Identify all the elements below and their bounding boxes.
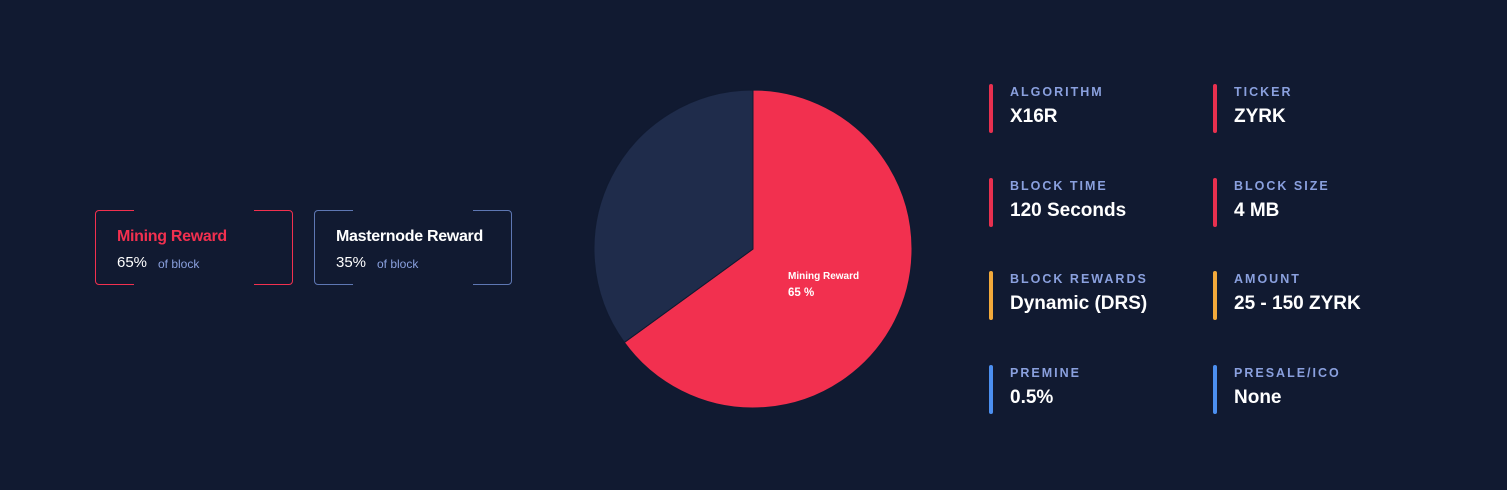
stat-value: None <box>1234 387 1282 408</box>
stat-accent-bar <box>1213 271 1217 320</box>
stat-accent-bar <box>989 271 993 320</box>
slice-label: Mining Reward <box>788 271 859 282</box>
stat-accent-bar <box>1213 178 1217 227</box>
card-border-gap <box>134 283 254 287</box>
stat-label: BLOCK TIME <box>1010 179 1108 193</box>
stat-algorithm: ALGORITHM X16R <box>989 84 1189 134</box>
stat-block-time: BLOCK TIME 120 Seconds <box>989 178 1189 228</box>
card-value: 65% <box>117 254 148 271</box>
stat-value: 120 Seconds <box>1010 200 1127 221</box>
card-subtext: of block <box>377 257 419 271</box>
stat-value: X16R <box>1010 106 1058 127</box>
slice-value-label: 65 % <box>788 287 814 299</box>
card-border-gap <box>353 283 473 287</box>
stat-accent-bar <box>989 178 993 227</box>
stat-accent-bar <box>989 84 993 133</box>
reward-pie-chart: Mining Reward 65 % <box>593 89 913 409</box>
pie-slice-masternode-reward <box>593 89 754 344</box>
stat-accent-bar <box>1213 84 1217 133</box>
stat-label: PREMINE <box>1010 366 1081 380</box>
stat-accent-bar <box>989 365 993 414</box>
stat-value: Dynamic (DRS) <box>1010 293 1148 314</box>
stat-label: ALGORITHM <box>1010 85 1104 99</box>
stat-value: 4 MB <box>1234 200 1280 221</box>
stat-ticker: TICKER ZYRK <box>1213 84 1413 134</box>
stat-value: 25 - 150 ZYRK <box>1234 293 1361 314</box>
card-border-gap <box>134 208 254 212</box>
pie-slice-mining-reward <box>623 89 913 409</box>
stat-label: BLOCK REWARDS <box>1010 272 1148 286</box>
stat-block-rewards: BLOCK REWARDS Dynamic (DRS) <box>989 271 1189 321</box>
card-title: Masternode Reward <box>336 228 483 245</box>
stat-presale-ico: PRESALE/ICO None <box>1213 365 1413 415</box>
stat-amount: AMOUNT 25 - 150 ZYRK <box>1213 271 1413 321</box>
stat-label: TICKER <box>1234 85 1293 99</box>
stat-value: ZYRK <box>1234 106 1286 127</box>
stat-label: AMOUNT <box>1234 272 1301 286</box>
mining-reward-card: Mining Reward 65% of block <box>95 208 293 287</box>
card-subtext: of block <box>158 257 200 271</box>
card-title: Mining Reward <box>117 228 227 245</box>
stat-accent-bar <box>1213 365 1217 414</box>
card-value: 35% <box>336 254 367 271</box>
stat-premine: PREMINE 0.5% <box>989 365 1189 415</box>
stat-label: PRESALE/ICO <box>1234 366 1341 380</box>
card-border-gap <box>353 208 473 212</box>
stat-block-size: BLOCK SIZE 4 MB <box>1213 178 1413 228</box>
stat-label: BLOCK SIZE <box>1234 179 1330 193</box>
masternode-reward-card: Masternode Reward 35% of block <box>314 208 512 287</box>
stat-value: 0.5% <box>1010 387 1054 408</box>
